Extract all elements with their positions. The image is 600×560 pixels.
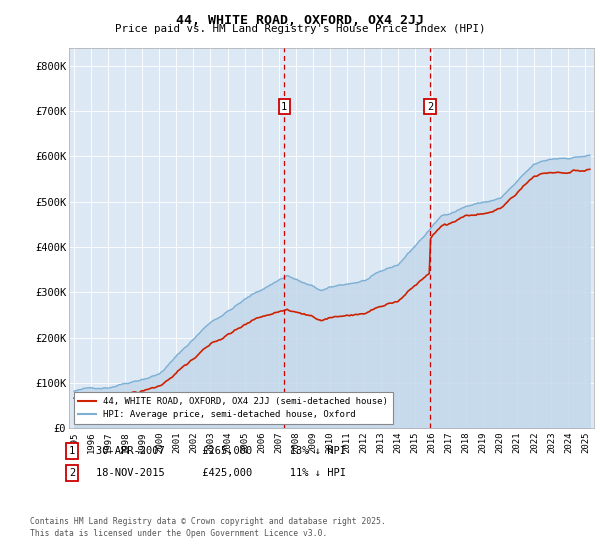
- Text: 30-APR-2007      £265,000      13% ↓ HPI: 30-APR-2007 £265,000 13% ↓ HPI: [96, 446, 346, 456]
- Text: 2: 2: [427, 101, 433, 111]
- Text: 2: 2: [69, 468, 75, 478]
- Text: 1: 1: [281, 101, 287, 111]
- Text: Price paid vs. HM Land Registry's House Price Index (HPI): Price paid vs. HM Land Registry's House …: [115, 24, 485, 34]
- Text: 44, WHITE ROAD, OXFORD, OX4 2JJ: 44, WHITE ROAD, OXFORD, OX4 2JJ: [176, 14, 424, 27]
- Text: 18-NOV-2015      £425,000      11% ↓ HPI: 18-NOV-2015 £425,000 11% ↓ HPI: [96, 468, 346, 478]
- Text: 1: 1: [69, 446, 75, 456]
- Text: Contains HM Land Registry data © Crown copyright and database right 2025.
This d: Contains HM Land Registry data © Crown c…: [30, 517, 386, 538]
- Legend: 44, WHITE ROAD, OXFORD, OX4 2JJ (semi-detached house), HPI: Average price, semi-: 44, WHITE ROAD, OXFORD, OX4 2JJ (semi-de…: [74, 393, 392, 424]
